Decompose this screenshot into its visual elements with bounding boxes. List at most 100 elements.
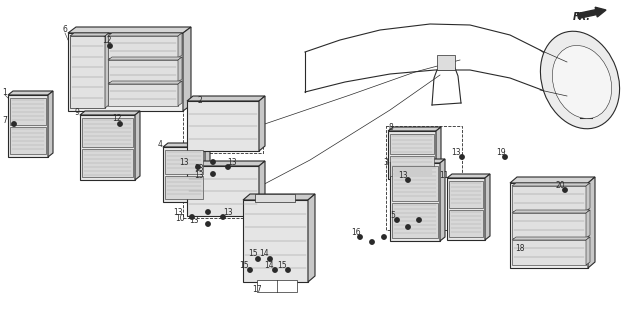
Polygon shape [207, 224, 210, 227]
Polygon shape [390, 159, 445, 163]
Bar [390, 134, 434, 154]
Text: 4: 4 [158, 140, 162, 148]
Polygon shape [503, 156, 506, 160]
Text: 7: 7 [3, 116, 8, 124]
Polygon shape [512, 213, 586, 238]
Polygon shape [13, 124, 16, 127]
Bar [165, 150, 203, 173]
Polygon shape [388, 127, 441, 131]
Text: 11: 11 [439, 171, 449, 180]
Bar [183, 163, 263, 218]
Circle shape [221, 215, 225, 219]
Polygon shape [308, 194, 315, 282]
Bar [82, 118, 133, 147]
Circle shape [268, 257, 272, 261]
Polygon shape [178, 81, 182, 106]
Text: 8: 8 [389, 123, 393, 132]
Polygon shape [512, 240, 586, 265]
Polygon shape [243, 194, 315, 200]
Text: 6: 6 [63, 25, 68, 34]
Polygon shape [187, 166, 259, 216]
Circle shape [406, 225, 410, 229]
Circle shape [358, 235, 362, 239]
Text: 13: 13 [398, 171, 408, 180]
Circle shape [190, 215, 194, 219]
Polygon shape [512, 237, 590, 240]
Polygon shape [212, 173, 214, 177]
Polygon shape [163, 147, 205, 202]
Polygon shape [447, 174, 490, 178]
Text: 13: 13 [194, 164, 204, 172]
Text: 13: 13 [451, 148, 461, 156]
Circle shape [406, 178, 410, 182]
Polygon shape [178, 57, 182, 82]
Circle shape [118, 122, 122, 126]
Polygon shape [207, 212, 210, 215]
Polygon shape [371, 242, 373, 245]
Polygon shape [510, 183, 588, 268]
Polygon shape [197, 167, 200, 170]
Polygon shape [8, 95, 48, 157]
Polygon shape [287, 269, 289, 273]
Polygon shape [586, 183, 590, 211]
Polygon shape [108, 36, 178, 58]
Bar [449, 181, 483, 208]
Text: 16: 16 [351, 228, 361, 236]
Text: 15: 15 [248, 250, 258, 259]
Polygon shape [512, 186, 586, 211]
Polygon shape [108, 84, 178, 106]
Text: 1: 1 [3, 87, 8, 97]
Circle shape [211, 172, 215, 176]
Polygon shape [436, 127, 441, 179]
Circle shape [108, 44, 112, 48]
Polygon shape [108, 57, 182, 60]
Polygon shape [259, 96, 265, 151]
Polygon shape [512, 183, 590, 186]
Text: 5: 5 [391, 211, 396, 220]
Text: 13: 13 [227, 157, 237, 166]
Bar [82, 148, 133, 177]
Text: 13: 13 [189, 215, 199, 225]
Circle shape [563, 188, 567, 192]
Polygon shape [48, 91, 53, 157]
Polygon shape [259, 161, 265, 216]
Polygon shape [359, 236, 361, 240]
Polygon shape [418, 220, 421, 223]
Polygon shape [187, 101, 259, 151]
Text: 17: 17 [252, 285, 262, 294]
Text: 15: 15 [239, 260, 249, 269]
Circle shape [12, 122, 16, 126]
Text: 13: 13 [194, 171, 204, 180]
Polygon shape [407, 180, 409, 183]
Text: 9: 9 [74, 108, 80, 116]
Polygon shape [407, 227, 409, 230]
Polygon shape [108, 81, 182, 84]
Polygon shape [70, 36, 105, 108]
Circle shape [206, 222, 210, 226]
Text: 2: 2 [198, 95, 202, 105]
Polygon shape [108, 33, 182, 36]
Circle shape [273, 268, 277, 272]
Polygon shape [512, 210, 590, 213]
Polygon shape [80, 115, 135, 180]
Ellipse shape [552, 45, 612, 119]
Text: 10: 10 [175, 213, 185, 222]
Text: 13: 13 [173, 207, 183, 217]
Bar [165, 175, 203, 199]
Polygon shape [396, 220, 398, 223]
Polygon shape [461, 156, 463, 160]
Circle shape [256, 257, 260, 261]
Text: 13: 13 [179, 157, 189, 166]
Text: 14: 14 [264, 260, 274, 269]
Circle shape [248, 268, 252, 272]
Bar [10, 127, 46, 154]
Bar [449, 210, 483, 237]
Polygon shape [222, 217, 224, 220]
Polygon shape [257, 259, 259, 262]
Bar [392, 203, 438, 238]
Circle shape [206, 210, 210, 214]
FancyArrow shape [577, 7, 606, 19]
Circle shape [395, 218, 399, 222]
Polygon shape [274, 269, 277, 273]
Polygon shape [108, 60, 178, 82]
